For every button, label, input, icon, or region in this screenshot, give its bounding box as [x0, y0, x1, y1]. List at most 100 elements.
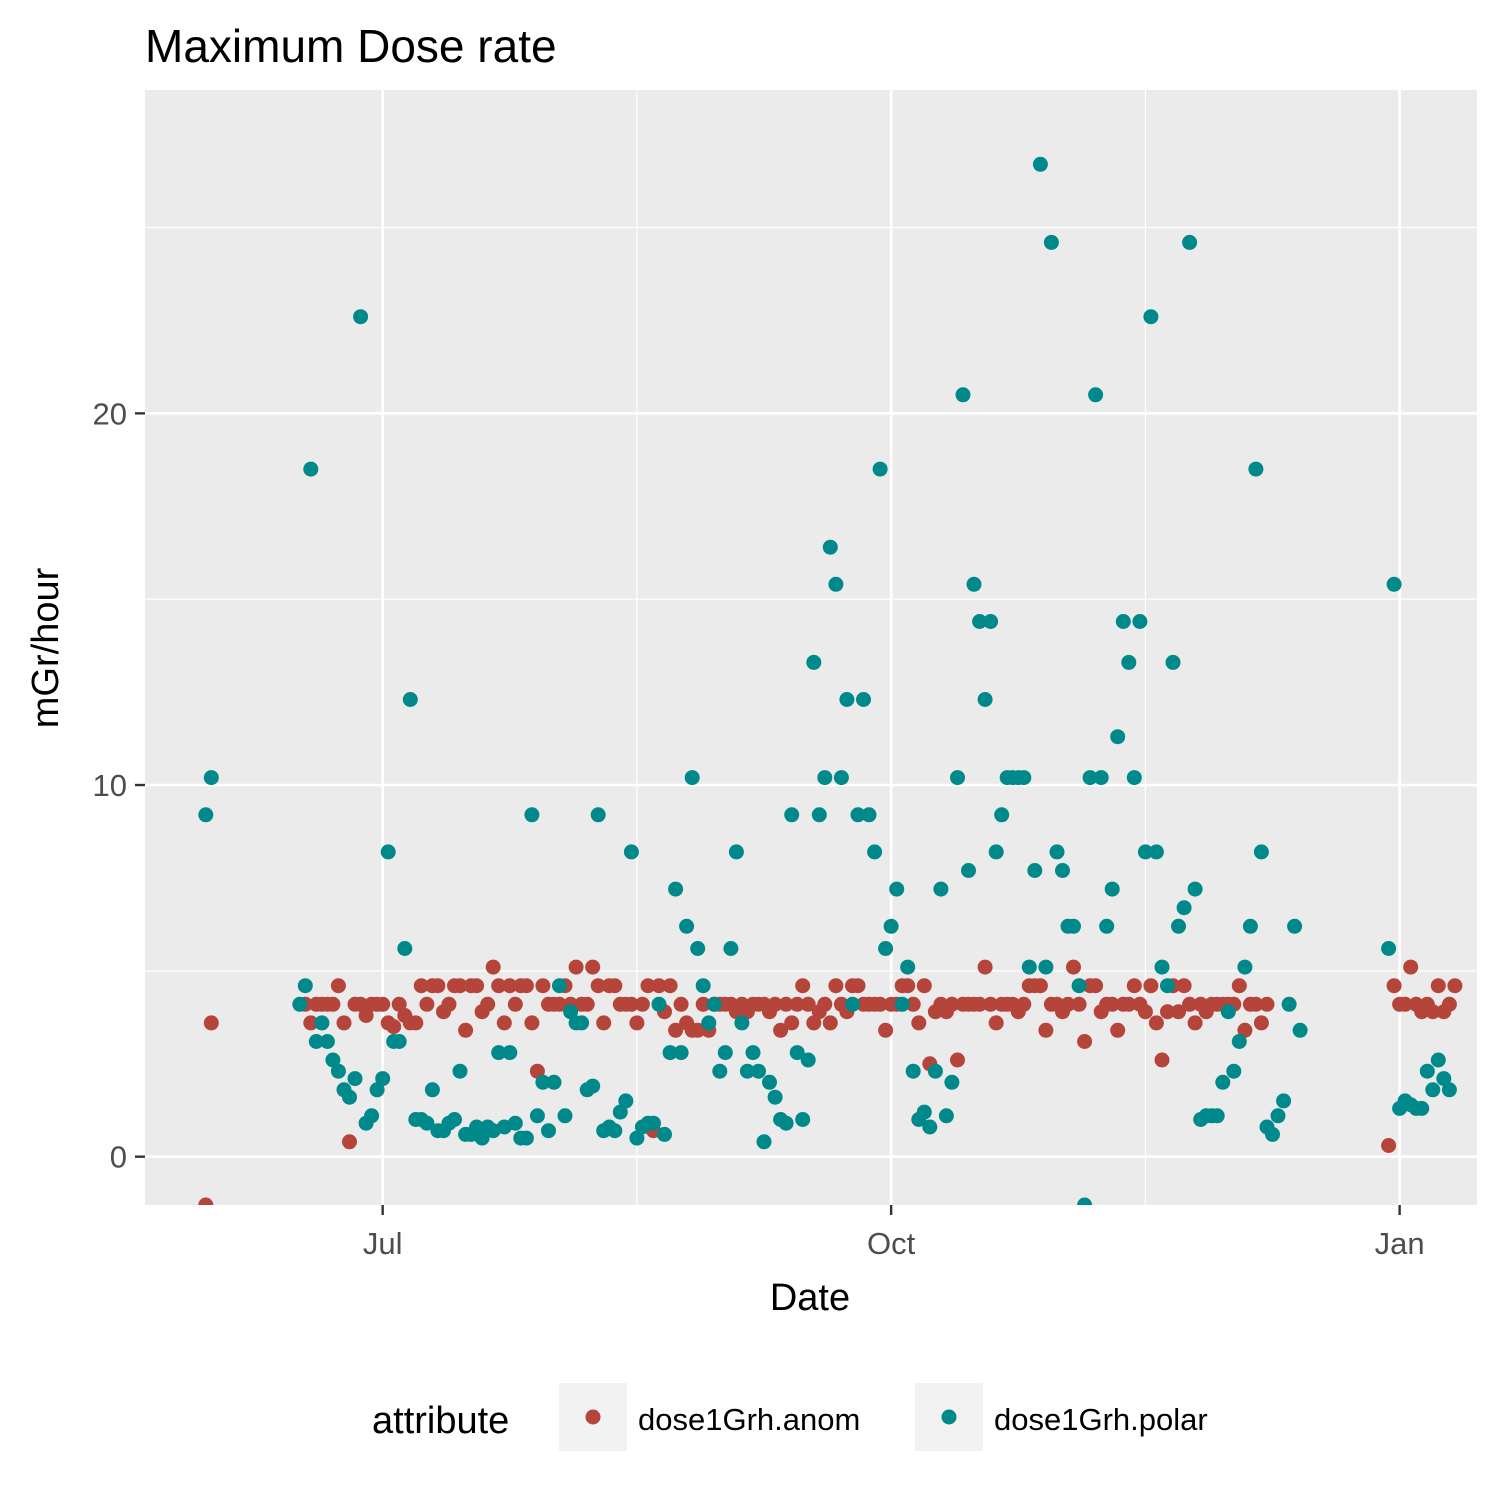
data-point — [1447, 978, 1463, 994]
data-point — [1182, 234, 1198, 250]
data-point — [1066, 918, 1081, 934]
data-point — [353, 996, 369, 1012]
data-point — [911, 1015, 927, 1031]
data-point — [1021, 959, 1037, 975]
data-point — [1397, 996, 1413, 1012]
data-point — [485, 959, 501, 975]
data-point — [916, 1104, 932, 1120]
data-point — [712, 1063, 728, 1079]
data-point — [767, 996, 783, 1012]
data-point — [419, 996, 435, 1012]
data-point — [1270, 1108, 1286, 1124]
data-point — [424, 1082, 440, 1098]
y-axis-title: mGr/hour — [25, 567, 67, 728]
data-point — [961, 863, 976, 878]
data-point — [1430, 978, 1446, 994]
data-point — [563, 1004, 579, 1020]
data-point — [524, 807, 540, 823]
data-point — [1176, 900, 1192, 916]
data-point — [1292, 1022, 1308, 1038]
data-point — [640, 978, 656, 994]
data-point — [496, 1015, 512, 1031]
data-point — [806, 1015, 822, 1031]
series-dose1Grh-polar — [198, 156, 1457, 1205]
data-point — [419, 1115, 435, 1131]
data-point — [458, 1022, 474, 1038]
data-point — [850, 807, 866, 823]
data-point — [1248, 996, 1264, 1012]
data-point — [811, 807, 827, 823]
data-point — [325, 1052, 341, 1068]
data-point — [983, 614, 999, 629]
data-point — [905, 996, 921, 1012]
data-point — [972, 614, 988, 629]
x-tick-labels: Jul Oct Jan — [363, 1226, 1425, 1261]
data-point — [1110, 729, 1126, 745]
data-point — [375, 996, 391, 1012]
data-point — [856, 692, 871, 707]
data-point — [1441, 1082, 1457, 1098]
data-point — [1160, 978, 1175, 994]
data-point — [850, 978, 866, 994]
data-point — [474, 1130, 490, 1146]
data-point — [684, 770, 700, 786]
data-point — [452, 978, 468, 994]
data-point — [1016, 770, 1032, 786]
data-point — [1132, 614, 1148, 629]
data-point — [1265, 1126, 1280, 1142]
data-point — [1154, 959, 1170, 975]
data-point — [1430, 1052, 1446, 1068]
data-point — [1381, 1138, 1397, 1153]
data-point — [1176, 978, 1192, 994]
data-point — [391, 1034, 407, 1049]
data-point — [1425, 1004, 1441, 1020]
data-point — [817, 770, 833, 786]
data-point — [552, 978, 567, 994]
data-point — [1414, 1100, 1430, 1116]
data-point — [828, 576, 844, 592]
data-point — [596, 1015, 612, 1031]
data-point — [845, 996, 860, 1012]
data-point — [198, 1197, 214, 1205]
data-point — [1099, 918, 1115, 934]
data-point — [375, 1071, 391, 1087]
data-point — [607, 1123, 623, 1139]
data-point — [767, 1089, 783, 1105]
data-point — [1060, 996, 1076, 1012]
data-point — [651, 996, 667, 1012]
data-point — [739, 1063, 755, 1079]
data-point — [347, 1071, 363, 1087]
data-point — [358, 1008, 374, 1023]
data-points — [198, 156, 1463, 1205]
data-point — [977, 692, 993, 707]
data-point — [524, 1015, 540, 1031]
data-point — [950, 1052, 965, 1068]
data-point — [1237, 1022, 1253, 1038]
data-point — [629, 1130, 645, 1146]
data-point — [900, 978, 916, 994]
data-point — [330, 978, 346, 994]
data-point — [673, 996, 689, 1012]
x-tick-label: Jul — [363, 1226, 403, 1261]
data-point — [1066, 959, 1081, 975]
data-point — [1027, 863, 1043, 878]
data-point — [574, 1015, 590, 1031]
data-point — [1137, 844, 1153, 860]
data-point — [651, 978, 667, 994]
data-point — [1403, 959, 1419, 975]
data-point — [657, 1126, 672, 1142]
legend-item-dose1Grh-polar: dose1Grh.polar — [915, 1383, 1208, 1451]
data-point — [391, 996, 407, 1012]
data-point — [966, 576, 982, 592]
data-point — [701, 1015, 717, 1031]
data-point — [568, 959, 584, 975]
data-point — [1248, 461, 1264, 477]
data-point — [612, 1104, 628, 1120]
data-point — [1419, 1063, 1435, 1079]
data-point — [585, 1078, 601, 1094]
data-point — [634, 996, 650, 1012]
data-point — [1038, 1022, 1054, 1038]
data-point — [994, 807, 1010, 823]
data-point — [330, 1063, 346, 1079]
